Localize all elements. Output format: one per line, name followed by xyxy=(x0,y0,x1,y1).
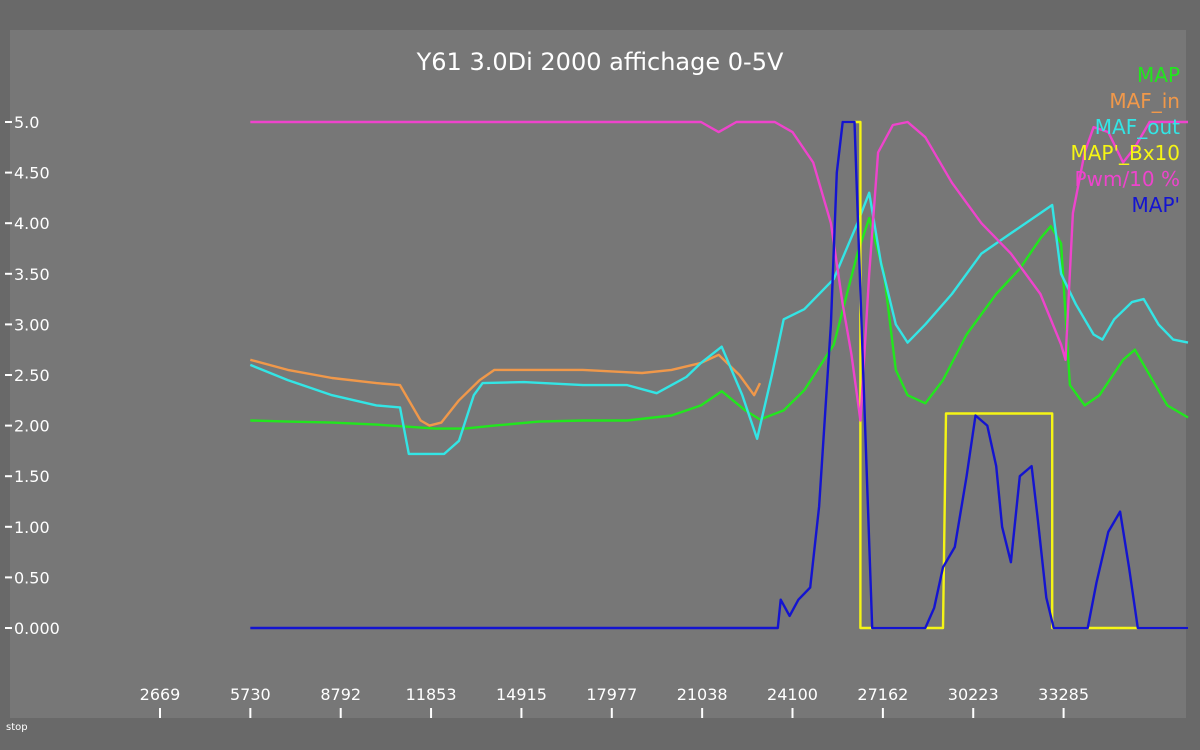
series-line-pwm-10 xyxy=(250,120,1188,422)
x-tick-label: 14915 xyxy=(496,685,547,704)
x-tick-label: 21038 xyxy=(677,685,728,704)
series-line-map xyxy=(250,120,1188,630)
y-tick-label: 5.0 xyxy=(14,113,39,132)
plot-area xyxy=(10,30,1186,718)
y-tick-label: 0.50 xyxy=(14,568,50,587)
series-line-maf-out xyxy=(249,191,1189,456)
y-tick-label: 4.50 xyxy=(14,164,50,183)
x-tick-label: 17977 xyxy=(586,685,637,704)
x-tick-label: 11853 xyxy=(406,685,457,704)
x-tick-label: 27162 xyxy=(857,685,908,704)
chart-title: Y61 3.0Di 2000 affichage 0-5V xyxy=(416,48,784,76)
y-axis: 5.0 4.50 4.00 3.50 3.00 2.50 2.00 1.50 1.00 0.50 0… xyxy=(5,113,60,638)
legend-entry: Pwm/10 % xyxy=(1075,167,1180,191)
x-tick-label: 5730 xyxy=(230,685,271,704)
legend-entry: MAP' xyxy=(1132,193,1181,217)
y-tick-label: 1.00 xyxy=(14,518,50,537)
x-tick-label: 30223 xyxy=(948,685,999,704)
legend-entry: MAP xyxy=(1137,63,1180,87)
y-tick-label: 4.00 xyxy=(14,214,50,233)
y-tick-label: 2.50 xyxy=(14,366,50,385)
y-tick-label: 2.00 xyxy=(14,417,50,436)
x-tick-label: 8792 xyxy=(320,685,361,704)
y-tick-label: 1.50 xyxy=(14,467,50,486)
x-tick-label: 33285 xyxy=(1038,685,1089,704)
legend-entry: MAF_out xyxy=(1095,115,1180,139)
legend-entry: MAP'_Bx10 xyxy=(1070,141,1180,165)
series-lines xyxy=(249,120,1189,630)
status-label: stop xyxy=(6,722,28,733)
y-tick-label: 3.50 xyxy=(14,265,50,284)
series-line-map xyxy=(250,216,1189,430)
y-tick-label: 0.000 xyxy=(14,619,60,638)
legend-entry: MAF_in xyxy=(1109,89,1180,113)
x-tick-label: 2669 xyxy=(140,685,181,704)
series-line-maf-in xyxy=(249,353,762,427)
x-axis: 2669 5730 8792 11853 14915 17977 21038 24100 271… xyxy=(140,685,1089,718)
y-tick-label: 3.00 xyxy=(14,315,50,334)
x-tick-label: 24100 xyxy=(767,685,818,704)
